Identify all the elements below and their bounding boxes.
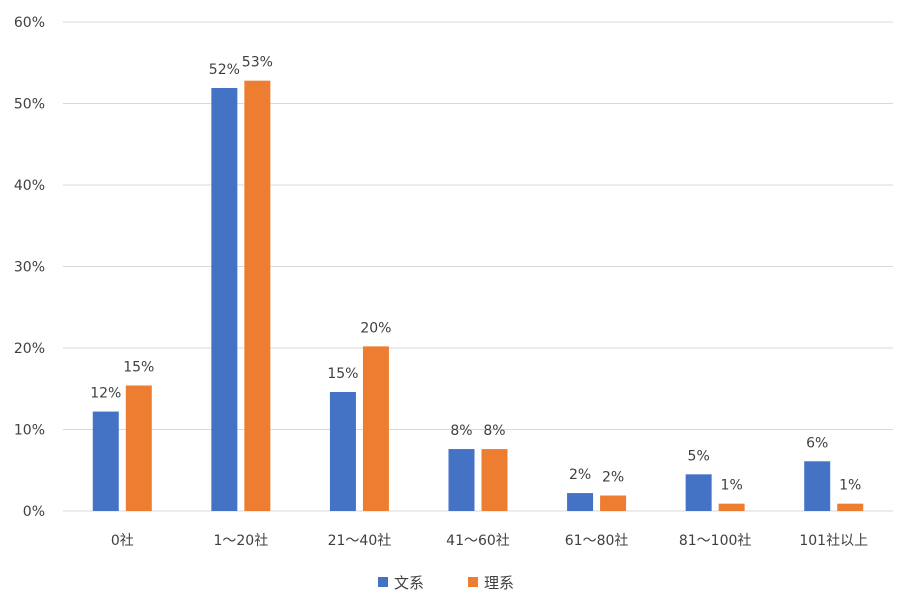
data-label: 1% (721, 478, 743, 494)
legend-label: 理系 (484, 574, 514, 592)
legend-item: 文系 (378, 574, 424, 592)
data-label: 15% (123, 359, 154, 375)
x-tick-label: 61〜80社 (565, 533, 629, 549)
y-tick-label: 10% (14, 423, 45, 439)
bar-bunkei (448, 449, 475, 511)
bar-rikei (481, 449, 508, 511)
x-tick-label: 41〜60社 (446, 533, 510, 549)
y-tick-label: 60% (14, 15, 45, 31)
data-label: 8% (483, 423, 505, 439)
x-tick-label: 101社以上 (799, 533, 868, 549)
x-tick-label: 1〜20社 (213, 533, 268, 549)
data-label: 20% (360, 320, 391, 336)
bar-bunkei (92, 411, 119, 511)
bar-rikei (244, 80, 271, 512)
bar-rikei (125, 385, 152, 511)
legend-swatch (378, 577, 388, 587)
data-label: 12% (90, 386, 121, 402)
data-label: 5% (688, 448, 710, 464)
data-label: 52% (209, 62, 240, 78)
bar-rikei (362, 346, 389, 511)
x-axis-ticks: 0社 1〜20社 21〜40社 41〜60社 61〜80社 81〜100社 101社以上 (111, 533, 868, 549)
legend-swatch (468, 577, 478, 587)
data-label: 1% (839, 478, 861, 494)
x-tick-label: 0社 (111, 533, 134, 549)
bar-bunkei (804, 461, 831, 511)
y-tick-label: 50% (14, 97, 45, 113)
y-tick-label: 30% (14, 260, 45, 276)
x-tick-label: 81〜100社 (679, 533, 752, 549)
y-axis-ticks: 0% 10% 20% 30% 40% 50% 60% (14, 15, 45, 520)
bar-rikei (718, 503, 745, 511)
data-label: 53% (242, 55, 273, 71)
legend: 文系 理系 (378, 574, 514, 592)
data-label: 6% (806, 435, 828, 451)
x-tick-label: 21〜40社 (328, 533, 392, 549)
legend-item: 理系 (468, 574, 514, 592)
data-label: 8% (450, 423, 472, 439)
y-tick-label: 20% (14, 341, 45, 357)
bars (92, 80, 864, 512)
bar-rikei (600, 495, 627, 511)
data-label: 2% (602, 470, 624, 486)
data-labels: 12%15%52% 53%15%20%8% 8%2% 2%5%1%6%1% (90, 55, 861, 494)
data-label: 15% (327, 366, 358, 382)
y-tick-label: 0% (23, 504, 45, 520)
bar-rikei (837, 503, 864, 511)
data-label: 2% (569, 467, 591, 483)
y-tick-label: 40% (14, 178, 45, 194)
legend-label: 文系 (394, 574, 424, 592)
bar-bunkei (685, 474, 712, 511)
bar-bunkei (329, 392, 356, 511)
bar-bunkei (211, 88, 238, 511)
bar-bunkei (567, 493, 594, 511)
gridlines (63, 21, 893, 512)
